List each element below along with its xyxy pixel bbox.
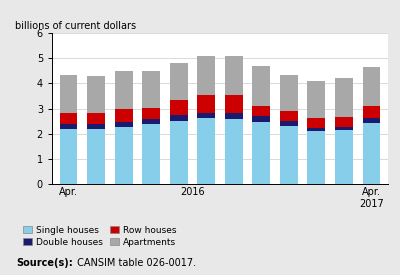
Bar (142, 119, 160, 124)
Bar (197, 95, 215, 113)
Bar (335, 130, 353, 184)
Bar (142, 71, 160, 108)
Bar (60, 129, 78, 184)
Bar (280, 75, 298, 111)
Bar (170, 63, 188, 100)
Bar (170, 100, 188, 115)
Bar (252, 116, 270, 122)
Bar (335, 117, 353, 127)
Bar (87, 76, 105, 113)
Bar (225, 56, 243, 95)
Bar (362, 67, 380, 106)
Bar (197, 113, 215, 118)
Bar (115, 71, 132, 109)
Bar (308, 131, 325, 184)
Bar (362, 106, 380, 118)
Bar (280, 126, 298, 184)
Text: billions of current dollars: billions of current dollars (15, 21, 136, 31)
Bar (115, 127, 132, 184)
Bar (115, 109, 132, 122)
Bar (335, 126, 353, 130)
Bar (87, 124, 105, 129)
Bar (60, 75, 78, 113)
Text: Source(s):: Source(s): (16, 258, 73, 268)
Bar (252, 66, 270, 106)
Bar (252, 122, 270, 184)
Bar (308, 81, 325, 118)
Bar (225, 119, 243, 184)
Bar (60, 113, 78, 124)
Bar (170, 121, 188, 184)
Bar (335, 78, 353, 117)
Bar (362, 123, 380, 184)
Bar (252, 106, 270, 116)
Bar (280, 121, 298, 126)
Bar (87, 129, 105, 184)
Bar (308, 118, 325, 128)
Bar (197, 118, 215, 184)
Bar (225, 113, 243, 119)
Text: CANSIM table 026-0017.: CANSIM table 026-0017. (74, 258, 196, 268)
Legend: Single houses, Double houses, Row houses, Apartments: Single houses, Double houses, Row houses… (20, 222, 180, 251)
Bar (308, 128, 325, 131)
Bar (170, 115, 188, 121)
Bar (362, 118, 380, 123)
Bar (60, 124, 78, 129)
Bar (142, 124, 160, 184)
Bar (87, 113, 105, 124)
Bar (280, 111, 298, 121)
Bar (197, 56, 215, 95)
Bar (115, 122, 132, 127)
Bar (225, 95, 243, 113)
Bar (142, 108, 160, 119)
